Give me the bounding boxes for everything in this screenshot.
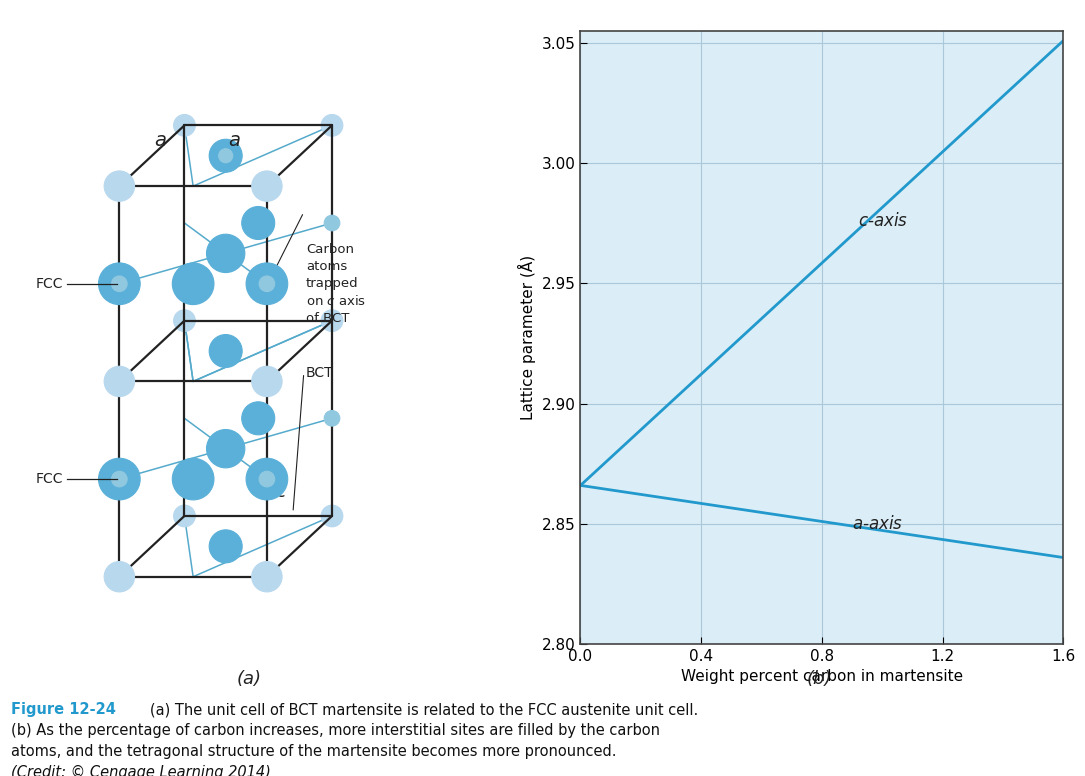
Circle shape: [259, 471, 275, 487]
Circle shape: [246, 459, 288, 500]
Circle shape: [219, 149, 232, 163]
Circle shape: [321, 505, 343, 527]
Circle shape: [174, 505, 195, 527]
Circle shape: [174, 310, 195, 331]
Circle shape: [321, 310, 343, 331]
Circle shape: [99, 263, 140, 305]
Circle shape: [252, 366, 282, 397]
Circle shape: [209, 334, 242, 368]
Text: (b) As the percentage of carbon increases, more interstitial sites are filled by: (b) As the percentage of carbon increase…: [11, 723, 660, 738]
Text: FCC: FCC: [36, 277, 63, 291]
Text: $a$: $a$: [154, 131, 167, 150]
Circle shape: [252, 562, 282, 592]
Text: $a$-axis: $a$-axis: [852, 514, 903, 532]
Text: $a$: $a$: [228, 131, 241, 150]
Circle shape: [112, 471, 127, 487]
Circle shape: [242, 402, 275, 435]
Circle shape: [206, 430, 245, 468]
Circle shape: [104, 171, 135, 201]
Text: atoms, and the tetragonal structure of the martensite becomes more pronounced.: atoms, and the tetragonal structure of t…: [11, 744, 616, 759]
Text: (b): (b): [806, 670, 832, 688]
Text: (Credit: © Cengage Learning 2014): (Credit: © Cengage Learning 2014): [11, 765, 271, 776]
Circle shape: [104, 366, 135, 397]
Circle shape: [174, 115, 195, 137]
Circle shape: [173, 263, 214, 305]
Circle shape: [252, 171, 282, 201]
Text: (a): (a): [237, 670, 263, 688]
Circle shape: [324, 215, 340, 230]
Text: BCT: BCT: [306, 365, 333, 379]
Circle shape: [209, 530, 242, 563]
Circle shape: [173, 459, 214, 500]
Circle shape: [112, 276, 127, 292]
Y-axis label: Lattice parameter (Å): Lattice parameter (Å): [519, 255, 536, 420]
Circle shape: [242, 206, 275, 240]
X-axis label: Weight percent carbon in martensite: Weight percent carbon in martensite: [680, 670, 963, 684]
Text: Carbon
atoms
trapped
on $c$ axis
of BCT: Carbon atoms trapped on $c$ axis of BCT: [306, 243, 366, 325]
Circle shape: [99, 459, 140, 500]
Circle shape: [246, 263, 288, 305]
Text: $c$: $c$: [277, 483, 288, 501]
Text: $c$-axis: $c$-axis: [858, 212, 908, 230]
Circle shape: [321, 115, 343, 137]
Circle shape: [209, 139, 242, 172]
Circle shape: [324, 411, 340, 426]
Circle shape: [206, 234, 245, 272]
Text: FCC: FCC: [36, 472, 63, 486]
Circle shape: [259, 276, 275, 292]
Text: (a) The unit cell of BCT martensite is related to the FCC austenite unit cell.: (a) The unit cell of BCT martensite is r…: [136, 702, 698, 717]
Text: Figure 12-24: Figure 12-24: [11, 702, 116, 717]
Circle shape: [104, 562, 135, 592]
